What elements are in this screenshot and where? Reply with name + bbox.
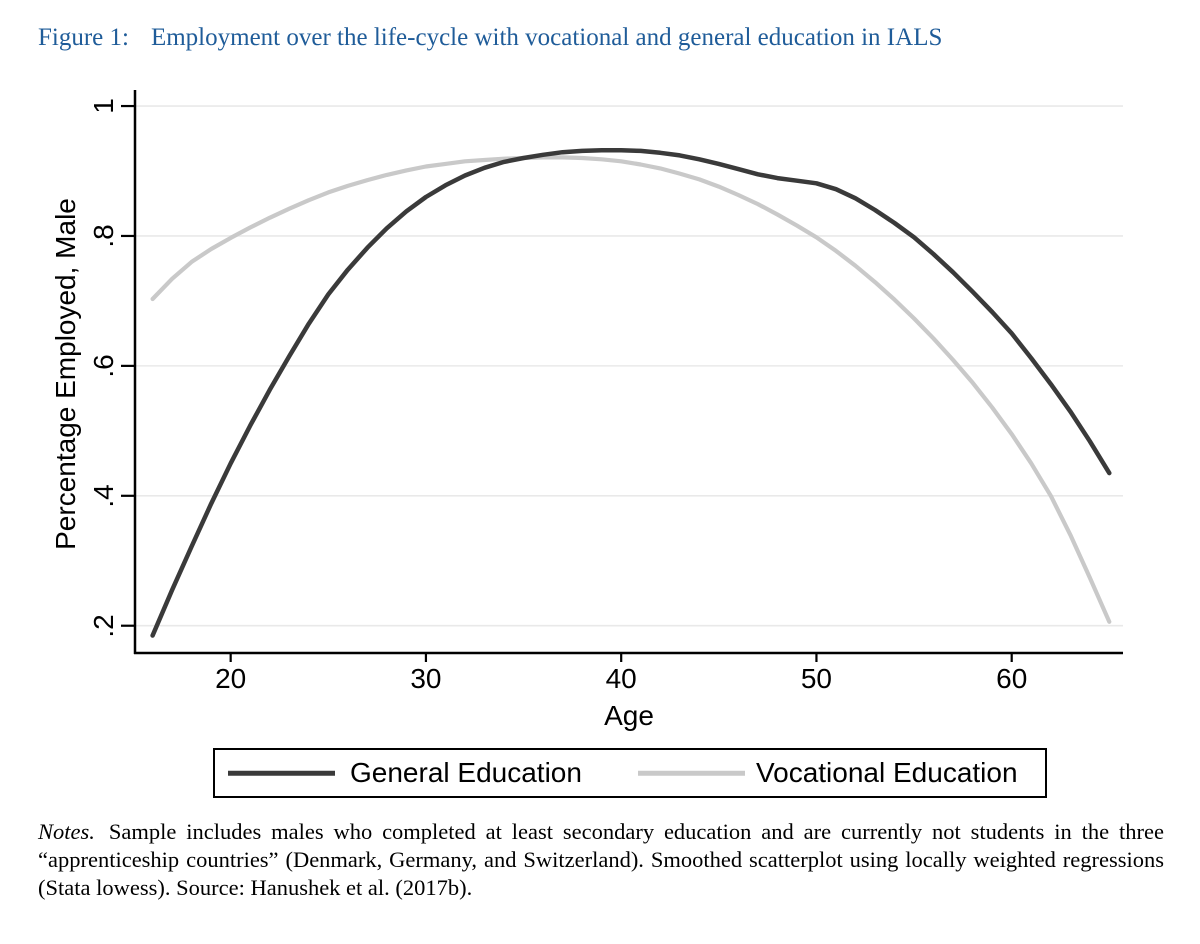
figure-notes: Notes. Sample includes males who complete… [38,818,1164,902]
vocational-education-line-swatch [638,770,745,776]
x-tick-label-50: 50 [800,663,833,694]
vocational-education-curve [150,155,1112,624]
legend-label-vocational-education: Vocational Education [756,757,1018,788]
y-tick-label-.4: .4 [88,484,119,508]
chart-legend: General Education Vocational Education [213,748,1047,798]
x-tick-label-20: 20 [215,663,247,694]
legend-label-general-education: General Education [350,757,582,788]
y-tick-label-.2: .2 [88,614,119,638]
notes-text: Sample includes males who completed at l… [38,819,1164,901]
figure-number-label: Figure 1: [38,24,129,51]
y-tick-label-1: 1 [88,98,119,114]
x-tick-label-60: 60 [996,663,1028,694]
general-education-line-swatch [228,770,335,776]
y-tick-label-.8: .8 [88,224,119,248]
figure-caption: Employment over the life-cycle with voca… [150,24,943,51]
x-tick-label-30: 30 [410,663,442,694]
notes-label: Notes. [38,819,95,844]
y-tick-label-.6: .6 [88,354,119,378]
x-tick-label-40: 40 [605,663,637,694]
figure-title: Figure 1: Employment over the life-cycle … [38,24,1188,52]
y-axis-title: Percentage Employed, Male [50,198,81,550]
x-axis-title: Age [604,700,654,731]
general-education-curve [150,147,1112,638]
